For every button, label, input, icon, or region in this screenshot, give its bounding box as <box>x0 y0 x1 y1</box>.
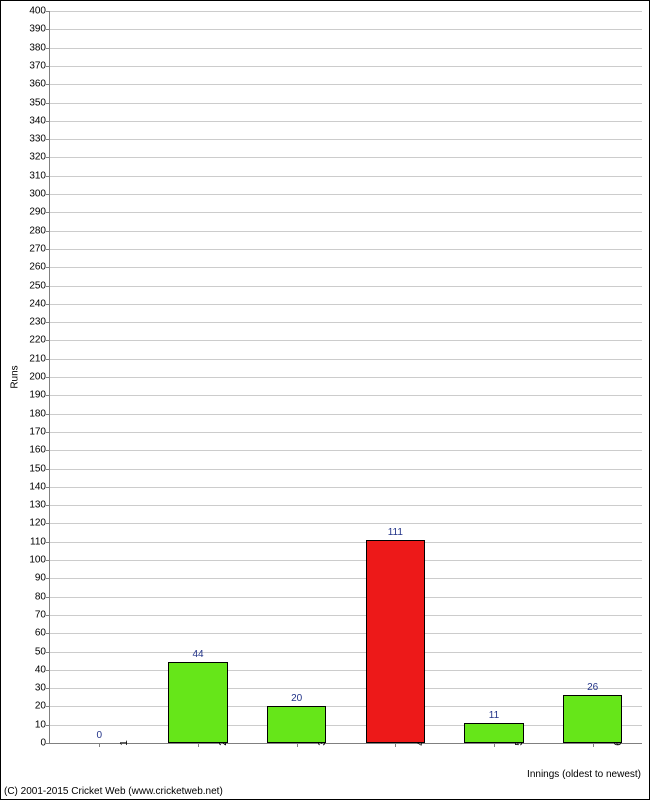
copyright-text: (C) 2001-2015 Cricket Web (www.cricketwe… <box>4 786 223 797</box>
y-tick-label: 30 <box>35 683 50 694</box>
y-axis-title: Runs <box>10 365 21 388</box>
y-tick-label: 360 <box>29 79 50 90</box>
y-tick-label: 330 <box>29 134 50 145</box>
y-tick-label: 160 <box>29 445 50 456</box>
gridline <box>50 469 642 470</box>
gridline <box>50 450 642 451</box>
y-tick-label: 10 <box>35 719 50 730</box>
y-tick-label: 180 <box>29 408 50 419</box>
y-tick-label: 80 <box>35 591 50 602</box>
y-tick-label: 90 <box>35 573 50 584</box>
gridline <box>50 340 642 341</box>
y-tick-label: 200 <box>29 372 50 383</box>
gridline <box>50 359 642 360</box>
gridline <box>50 212 642 213</box>
gridline <box>50 304 642 305</box>
gridline <box>50 542 642 543</box>
y-tick-label: 130 <box>29 500 50 511</box>
bar-value-label: 20 <box>291 693 302 704</box>
gridline <box>50 487 642 488</box>
y-tick-label: 140 <box>29 481 50 492</box>
gridline <box>50 432 642 433</box>
gridline <box>50 505 642 506</box>
gridline <box>50 322 642 323</box>
y-tick-label: 280 <box>29 225 50 236</box>
gridline <box>50 29 642 30</box>
y-tick-label: 390 <box>29 24 50 35</box>
gridline <box>50 560 642 561</box>
y-tick-label: 350 <box>29 97 50 108</box>
gridline <box>50 414 642 415</box>
gridline <box>50 633 642 634</box>
gridline <box>50 157 642 158</box>
gridline <box>50 615 642 616</box>
gridline <box>50 578 642 579</box>
y-tick-label: 300 <box>29 189 50 200</box>
bar <box>366 540 425 743</box>
y-tick-label: 340 <box>29 115 50 126</box>
gridline <box>50 395 642 396</box>
gridline <box>50 121 642 122</box>
y-tick-label: 230 <box>29 317 50 328</box>
gridline <box>50 688 642 689</box>
y-tick-label: 380 <box>29 42 50 53</box>
bar-value-label: 111 <box>388 527 403 538</box>
y-tick-label: 270 <box>29 243 50 254</box>
x-axis-title: Innings (oldest to newest) <box>527 769 641 780</box>
y-tick-label: 70 <box>35 609 50 620</box>
y-tick-label: 250 <box>29 280 50 291</box>
gridline <box>50 249 642 250</box>
bar-value-label: 26 <box>587 682 598 693</box>
gridline <box>50 139 642 140</box>
y-tick-label: 400 <box>29 6 50 17</box>
gridline <box>50 176 642 177</box>
bar-value-label: 11 <box>489 710 499 721</box>
bar <box>267 706 326 743</box>
plot-area: 0102030405060708090100110120130140150160… <box>49 11 642 744</box>
y-tick-label: 220 <box>29 335 50 346</box>
bar <box>464 723 523 743</box>
gridline <box>50 670 642 671</box>
gridline <box>50 652 642 653</box>
gridline <box>50 194 642 195</box>
gridline <box>50 103 642 104</box>
y-tick-label: 110 <box>30 536 50 547</box>
bar <box>563 695 622 743</box>
y-tick-label: 40 <box>35 664 50 675</box>
y-tick-label: 170 <box>29 426 50 437</box>
y-tick-label: 240 <box>29 298 50 309</box>
gridline <box>50 231 642 232</box>
y-tick-label: 260 <box>29 262 50 273</box>
chart-frame: 0102030405060708090100110120130140150160… <box>0 0 650 800</box>
y-tick-label: 320 <box>29 152 50 163</box>
bar-value-label: 0 <box>97 730 103 741</box>
bar-value-label: 44 <box>192 649 203 660</box>
gridline <box>50 725 642 726</box>
y-tick-label: 150 <box>29 463 50 474</box>
gridline <box>50 267 642 268</box>
gridline <box>50 377 642 378</box>
gridline <box>50 706 642 707</box>
gridline <box>50 11 642 12</box>
gridline <box>50 66 642 67</box>
gridline <box>50 84 642 85</box>
x-tick-label: 1 <box>99 740 130 746</box>
gridline <box>50 597 642 598</box>
gridline <box>50 48 642 49</box>
y-tick-label: 0 <box>40 738 50 749</box>
y-tick-label: 370 <box>29 60 50 71</box>
y-tick-label: 210 <box>29 353 50 364</box>
y-tick-label: 60 <box>35 628 50 639</box>
y-tick-label: 190 <box>29 390 50 401</box>
y-tick-label: 290 <box>29 207 50 218</box>
bar <box>168 662 227 743</box>
y-tick-label: 120 <box>29 518 50 529</box>
gridline <box>50 523 642 524</box>
y-tick-label: 310 <box>29 170 50 181</box>
y-tick-label: 50 <box>35 646 50 657</box>
y-tick-label: 20 <box>35 701 50 712</box>
y-tick-label: 100 <box>29 555 50 566</box>
gridline <box>50 286 642 287</box>
